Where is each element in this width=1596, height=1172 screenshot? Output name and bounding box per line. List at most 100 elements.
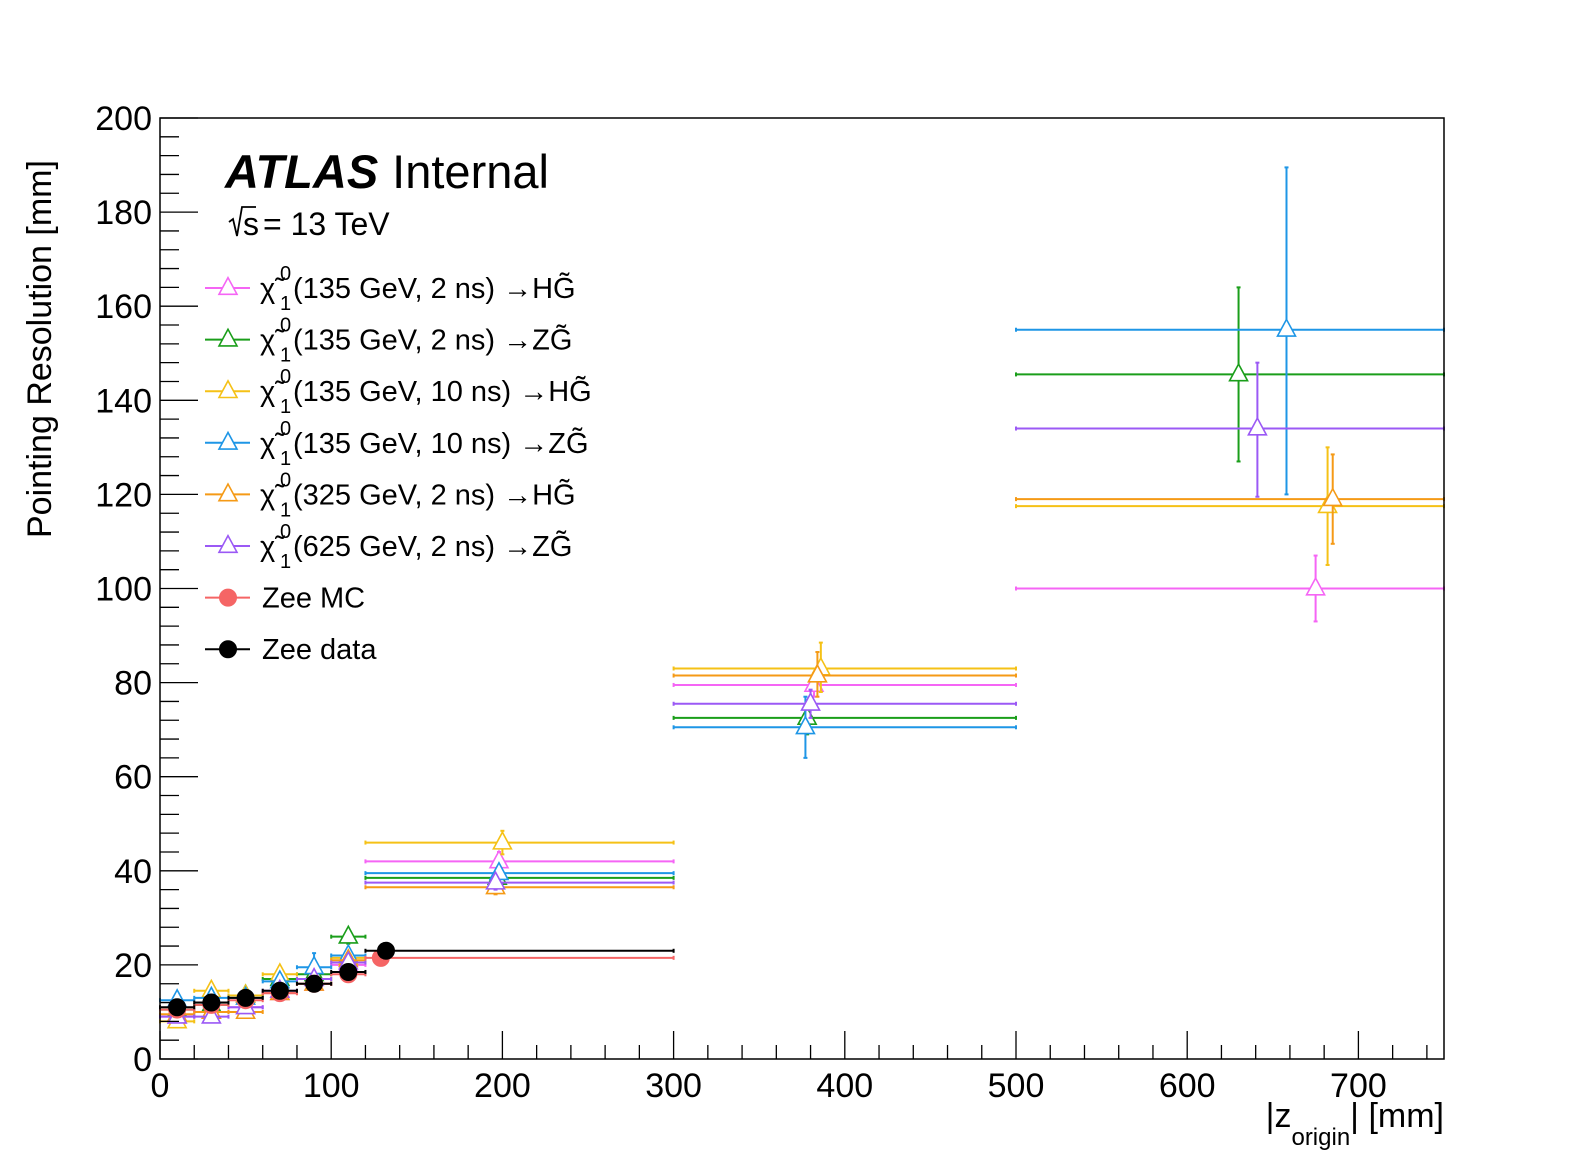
- y-tick-label: 200: [95, 100, 152, 138]
- x-tick-label: 0: [151, 1067, 170, 1105]
- data-point: [1015, 453, 1445, 545]
- axes: 0 100 200 300 400 500 600 700020406080100120140…: [95, 100, 1428, 1105]
- x-axis-title-subscript: origin: [1291, 1124, 1350, 1151]
- point-marker: [485, 870, 506, 890]
- y-tick-label: 140: [95, 382, 152, 420]
- point-marker: [1322, 487, 1344, 507]
- point-marker: [202, 993, 221, 1012]
- point-marker: [339, 962, 358, 981]
- sqrt-sign: [228, 206, 256, 237]
- legend-entry: Zee MC: [205, 583, 365, 615]
- point-marker: [305, 974, 324, 993]
- point-marker: [807, 663, 828, 683]
- data-point: [364, 870, 675, 891]
- legend-entry: Zee data: [205, 634, 377, 666]
- point-marker: [795, 715, 816, 735]
- data-point: [1015, 361, 1445, 498]
- series-5: [159, 361, 1445, 1024]
- legend-label: (135 GeV, 2 ns) →HG̃: [293, 272, 576, 305]
- legend-label: (325 GeV, 2 ns) →HG̃: [293, 479, 576, 512]
- legend-marker: [219, 588, 237, 607]
- neutralino-subscript: 1: [280, 499, 291, 521]
- data-point: [330, 962, 367, 981]
- neutralino-subscript: 1: [280, 396, 291, 418]
- y-tick-label: 0: [133, 1041, 152, 1079]
- data-point: [193, 993, 230, 1012]
- neutralino-superscript: 0: [280, 263, 291, 285]
- x-tick-label: 700: [1330, 1067, 1387, 1105]
- data-point: [330, 924, 367, 945]
- y-tick-label: 180: [95, 194, 152, 232]
- legend-label: (135 GeV, 2 ns) →ZG̃: [293, 324, 572, 357]
- point-marker: [1276, 317, 1297, 337]
- legend-label: (625 GeV, 2 ns) →ZG̃: [293, 530, 572, 563]
- neutralino-subscript: 1: [280, 551, 291, 573]
- y-tick-label: 60: [114, 759, 152, 797]
- legend-marker: [217, 430, 239, 450]
- x-tick-label: 500: [988, 1067, 1045, 1105]
- point-marker: [800, 691, 821, 711]
- legend-label: (135 GeV, 10 ns) →ZG̃: [293, 427, 589, 460]
- legend-marker: [217, 482, 239, 502]
- x-tick-label: 300: [645, 1067, 702, 1105]
- data-point: [364, 948, 675, 967]
- data-point: [1015, 286, 1445, 463]
- legend: χ̃ 01 (135 GeV, 2 ns) →HG̃χ̃ 01 (135 GeV, 2 …: [205, 263, 592, 666]
- legend-entry: χ̃ 01 (135 GeV, 10 ns) →ZG̃: [205, 418, 589, 470]
- atlas-label: ATLAS Internal: [224, 145, 549, 198]
- legend-entry: χ̃ 01 (135 GeV, 2 ns) →HG̃: [205, 263, 576, 315]
- point-marker: [803, 672, 825, 693]
- data-point: [672, 700, 1017, 736]
- neutralino-superscript: 0: [280, 366, 291, 388]
- data-point: [364, 829, 675, 856]
- x-tick-label: 600: [1159, 1067, 1216, 1105]
- legend-label: Zee data: [262, 634, 377, 666]
- legend-marker: [217, 327, 239, 347]
- series-7: [159, 941, 675, 1017]
- data-point: [295, 974, 333, 993]
- point-marker: [1247, 416, 1268, 436]
- x-tick-label: 100: [303, 1067, 360, 1105]
- data-point: [672, 672, 1017, 698]
- data-point: [364, 849, 675, 872]
- neutralino-superscript: 0: [280, 469, 291, 491]
- point-marker: [201, 1004, 222, 1024]
- x-axis-title-suffix: | [mm]: [1350, 1097, 1444, 1135]
- neutralino-subscript: 1: [280, 448, 291, 470]
- neutralino-superscript: 0: [280, 521, 291, 543]
- data-point: [364, 941, 675, 960]
- data-point: [1015, 446, 1445, 566]
- energy-label: s = 13 TeV: [228, 206, 390, 242]
- x-tick-label: 400: [816, 1067, 873, 1105]
- neutralino-superscript: 0: [280, 418, 291, 440]
- energy-prefix: s: [243, 206, 259, 242]
- point-marker: [1305, 576, 1326, 596]
- x-axis-title-prefix: |z: [1266, 1097, 1292, 1135]
- data-point: [364, 875, 675, 896]
- x-axis-title: |zorigin| [mm]: [1266, 1097, 1444, 1151]
- data-point: [1015, 166, 1445, 496]
- y-tick-label: 160: [95, 288, 152, 326]
- point-marker: [168, 998, 187, 1017]
- y-tick-label: 40: [114, 853, 152, 891]
- y-axis-title: Pointing Resolution [mm]: [21, 160, 59, 538]
- status-label: Internal: [392, 145, 549, 198]
- y-tick-label: 120: [95, 476, 152, 514]
- legend-label: Zee MC: [262, 583, 365, 615]
- experiment-name: ATLAS: [224, 145, 378, 198]
- data-point: [1015, 554, 1445, 623]
- neutralino-subscript: 1: [280, 293, 291, 315]
- legend-entry: χ̃ 01 (325 GeV, 2 ns) →HG̃: [205, 469, 576, 521]
- point-marker: [492, 830, 513, 850]
- energy-value: = 13 TeV: [263, 206, 390, 242]
- x-tick-label: 200: [474, 1067, 531, 1105]
- legend-marker: [217, 533, 239, 554]
- point-marker: [337, 924, 359, 944]
- legend-entry: χ̃ 01 (625 GeV, 2 ns) →ZG̃: [205, 521, 572, 573]
- data-point: [672, 695, 1017, 759]
- legend-entry: χ̃ 01 (135 GeV, 2 ns) →ZG̃: [205, 315, 572, 367]
- point-marker: [1228, 362, 1249, 382]
- y-tick-label: 80: [114, 665, 152, 703]
- legend-marker: [217, 379, 239, 399]
